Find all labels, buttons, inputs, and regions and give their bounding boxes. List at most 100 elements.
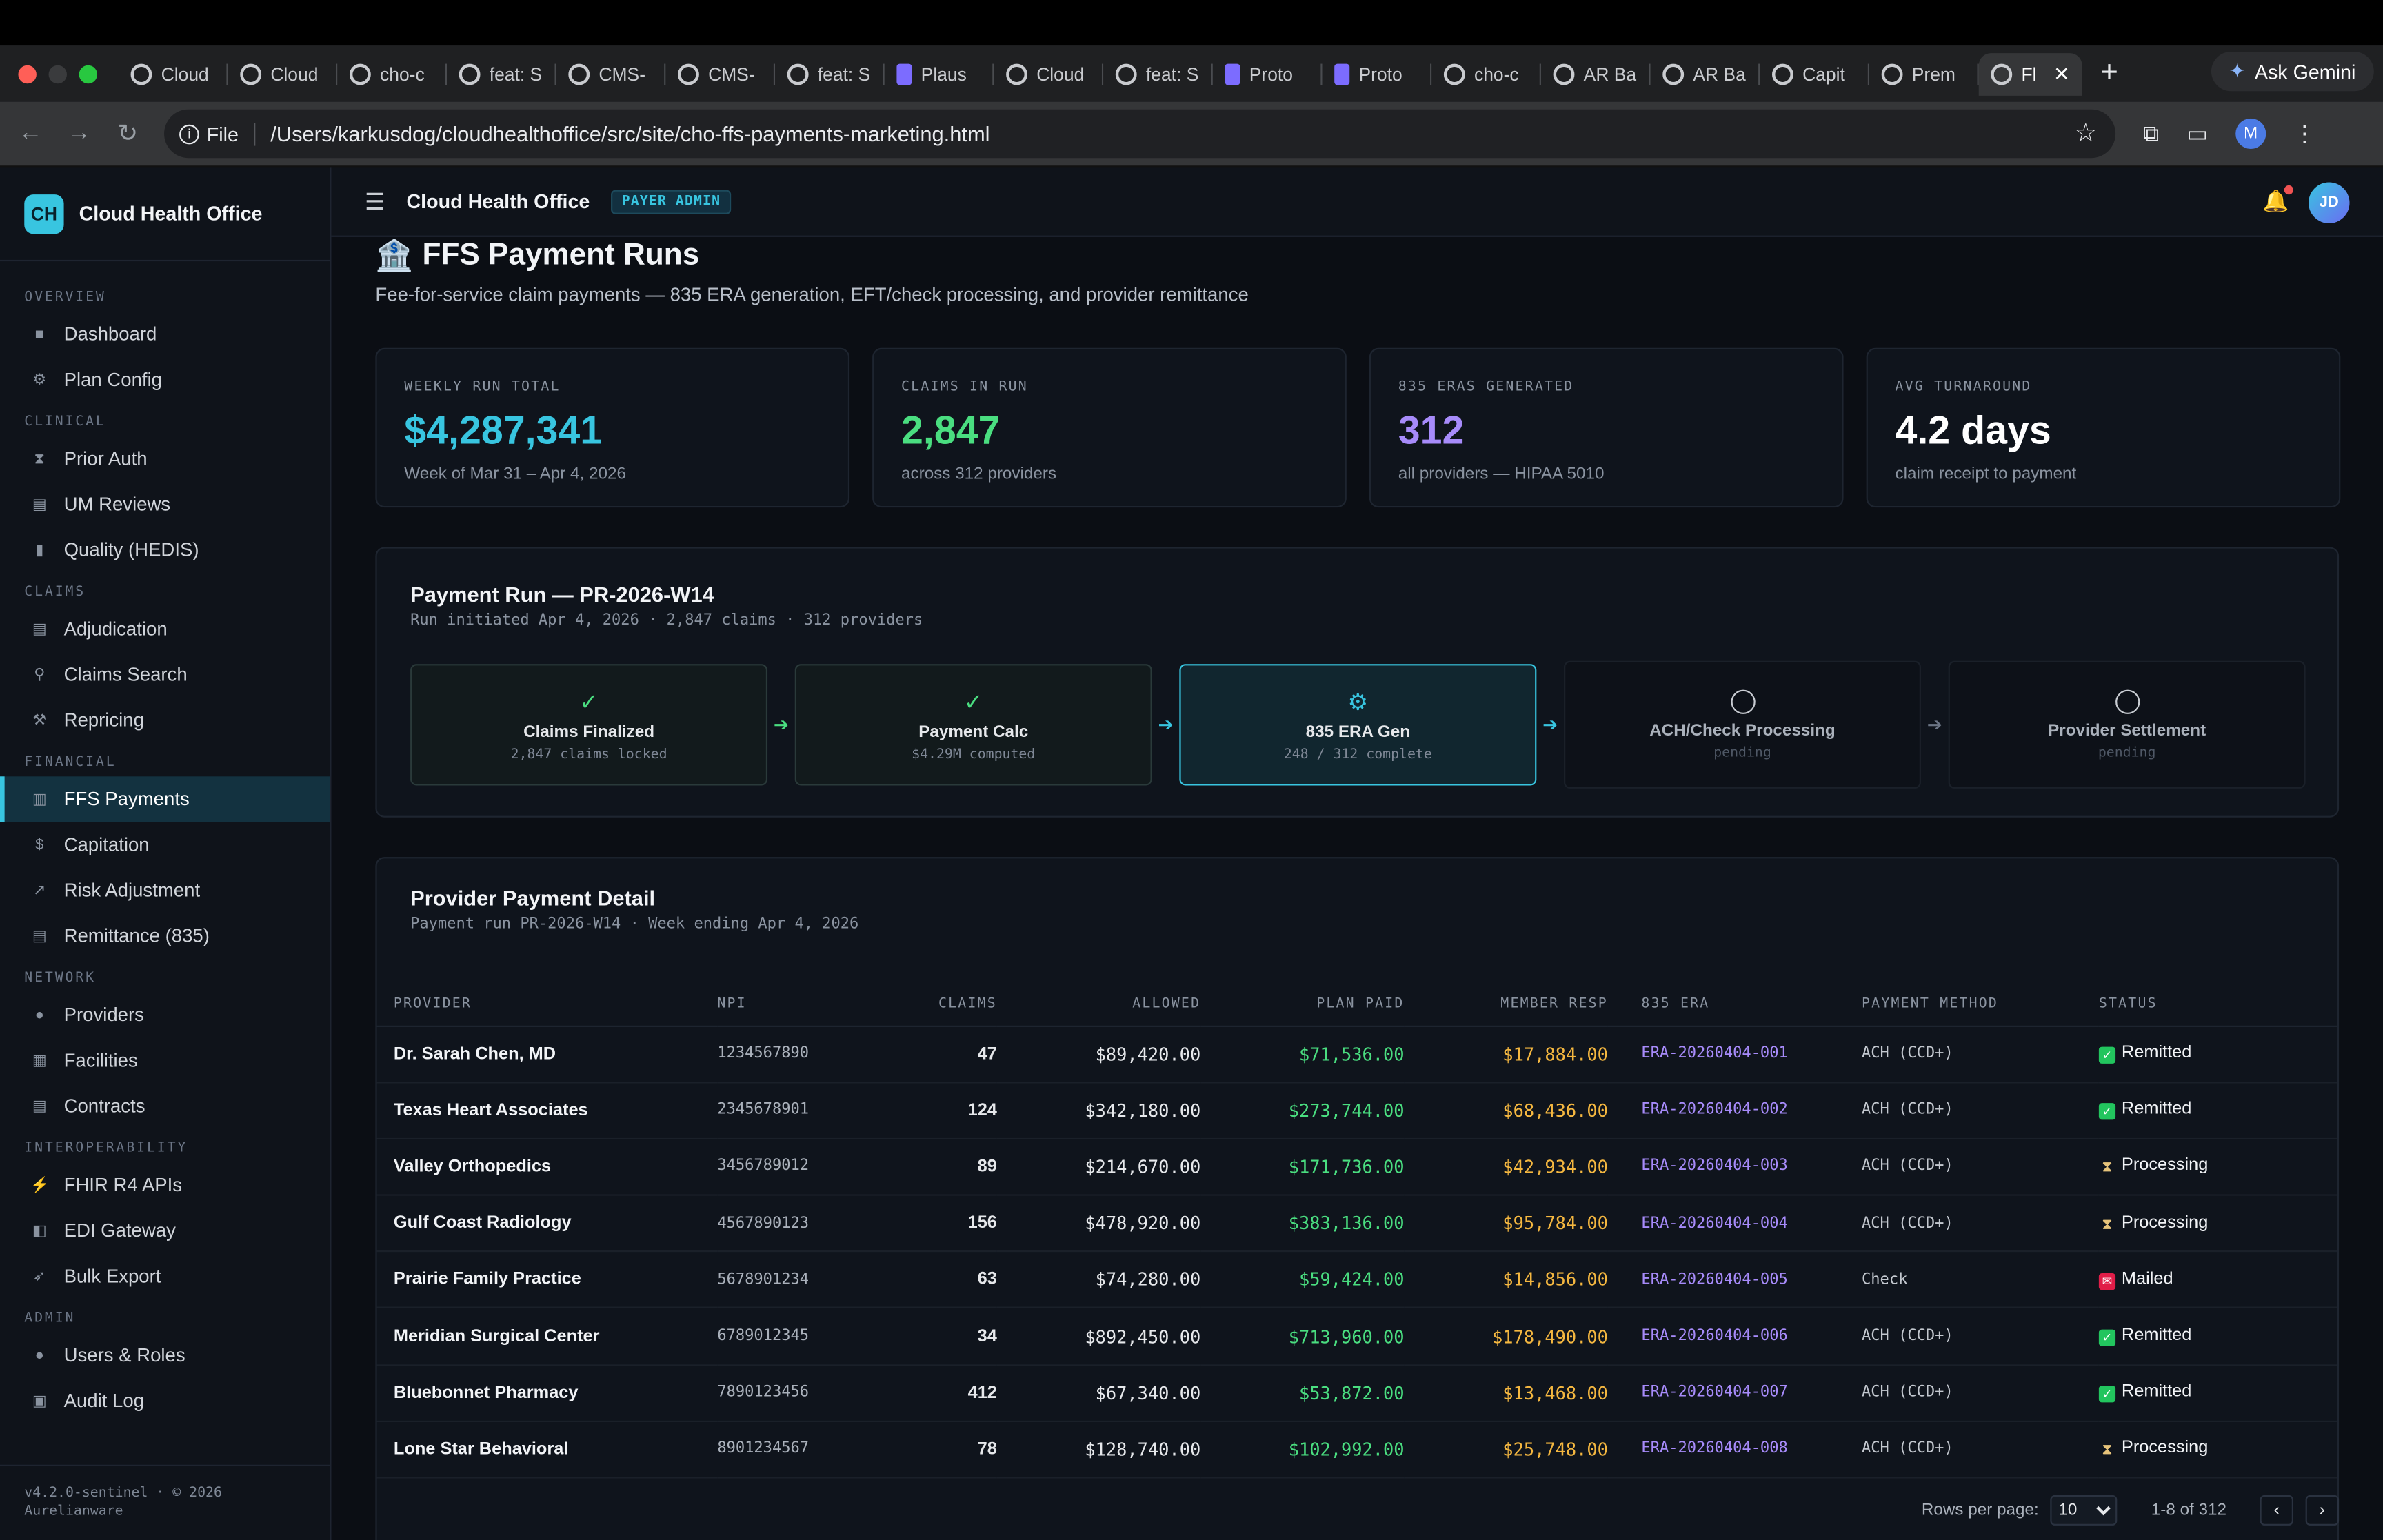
era-link[interactable]: ERA-20260404-002 — [1607, 1082, 1862, 1139]
column-header: PAYMENT METHOD — [1862, 983, 2099, 1026]
browser-tab[interactable]: cho-c — [1431, 52, 1541, 95]
table-row[interactable]: Meridian Surgical Center 6789012345 34 $892… — [376, 1308, 2337, 1366]
browser-tab[interactable]: CMS- — [665, 52, 776, 95]
sidebar-item-facilities[interactable]: ▦ Facilities — [0, 1037, 330, 1083]
ask-gemini-button[interactable]: ✦ Ask Gemini — [2211, 51, 2374, 92]
extensions-icon[interactable]: ⧉ — [2142, 121, 2160, 147]
prev-page-button[interactable]: ‹ — [2260, 1495, 2293, 1526]
url-text[interactable]: /Users/karkusdog/cloudhealthoffice/src/s… — [270, 121, 990, 146]
site-info-chip[interactable]: i File — [179, 122, 256, 145]
sidebar-item-users-roles[interactable]: ● Users & Roles — [0, 1333, 330, 1378]
zoom-window-button[interactable] — [79, 64, 98, 83]
browser-tab[interactable]: Proto — [1213, 52, 1323, 95]
payment-method-cell: ACH (CCD+) — [1862, 1308, 2099, 1366]
user-avatar[interactable]: JD — [2309, 182, 2350, 224]
sidebar-item-ffs-payments[interactable]: ▥ FFS Payments — [0, 776, 330, 822]
sidebar-item-prior-auth[interactable]: ⧗ Prior Auth — [0, 436, 330, 482]
arrow-right-icon: ➔ — [1158, 713, 1174, 736]
close-window-button[interactable] — [18, 64, 37, 83]
era-link[interactable]: ERA-20260404-004 — [1607, 1195, 1862, 1253]
browser-tab[interactable]: AR Ba — [1541, 52, 1651, 95]
table-row[interactable]: Lone Star Behavioral 8901234567 78 $128,740… — [376, 1421, 2337, 1479]
page-subtitle: Fee-for-service claim payments — 835 ERA… — [375, 284, 1249, 306]
allowed-cell: $214,670.00 — [996, 1138, 1201, 1196]
browser-tab[interactable]: Cloud — [119, 52, 228, 95]
provider-cell: Meridian Surgical Center — [376, 1308, 718, 1366]
forward-arrow-icon[interactable]: → — [66, 120, 92, 146]
next-page-button[interactable]: › — [2305, 1495, 2340, 1526]
stat-card: AVG TURNAROUND 4.2 days claim receipt to p… — [1866, 347, 2341, 508]
new-tab-button[interactable]: + — [2100, 56, 2118, 90]
browser-tab-active[interactable]: Fl ✕ — [1978, 52, 2082, 95]
main-content: 🏦 FFS Payment Runs Fee-for-service claim… — [331, 237, 2383, 1540]
browser-tab[interactable]: Plaus — [885, 52, 994, 95]
sidebar-item-plan-config[interactable]: ⚙ Plan Config — [0, 357, 330, 403]
table-row[interactable]: Prairie Family Practice 5678901234 63 $74,2… — [376, 1251, 2337, 1309]
sidebar-item-fhir-r4-apis[interactable]: ⚡ FHIR R4 APIs — [0, 1162, 330, 1208]
rows-per-page-select[interactable]: 10 — [2051, 1495, 2118, 1526]
era-link[interactable]: ERA-20260404-007 — [1607, 1364, 1862, 1422]
column-header: PLAN PAID — [1200, 983, 1405, 1026]
status-cell: ⧗ Processing — [2098, 1138, 2337, 1196]
browser-tab[interactable]: Prem — [1869, 52, 1979, 95]
browser-tab[interactable]: feat: S — [775, 52, 885, 95]
era-link[interactable]: ERA-20260404-006 — [1607, 1308, 1862, 1366]
browser-tab[interactable]: CMS- — [556, 52, 666, 95]
table-row[interactable]: Bluebonnet Pharmacy 7890123456 412 $67,340.… — [376, 1364, 2337, 1422]
era-link[interactable]: ERA-20260404-005 — [1607, 1251, 1862, 1309]
sidebar-item-claims-search[interactable]: ⚲ Claims Search — [0, 652, 330, 698]
browser-tab[interactable]: Cloud — [994, 52, 1104, 95]
menu-icon[interactable]: ☰ — [364, 189, 385, 215]
browser-tab[interactable]: Capit — [1760, 52, 1870, 95]
browser-tab[interactable]: Cloud — [228, 52, 338, 95]
sidebar-item-providers[interactable]: ● Providers — [0, 992, 330, 1037]
browser-tab[interactable]: feat: S — [1103, 52, 1213, 95]
npi-cell: 1234567890 — [717, 1025, 869, 1083]
sidebar-item-quality-hedis[interactable]: ▮ Quality (HEDIS) — [0, 527, 330, 573]
sidebar-item-audit-log[interactable]: ▣ Audit Log — [0, 1378, 330, 1424]
sidebar-item-repricing[interactable]: ⚒ Repricing — [0, 698, 330, 743]
bookmark-star-icon[interactable]: ☆ — [2074, 118, 2098, 148]
arrow-right-icon: ➔ — [773, 713, 789, 736]
notification-bell-icon[interactable]: 🔔 — [2262, 185, 2295, 214]
sidebar: CH Cloud Health Office OVERVIEW ■ Dashboar… — [0, 167, 332, 1540]
minimize-window-button[interactable] — [48, 64, 67, 83]
era-link[interactable]: ERA-20260404-008 — [1607, 1421, 1862, 1479]
clipboard-icon: ▤ — [32, 620, 47, 638]
browser-tab[interactable]: Proto — [1323, 52, 1432, 95]
sidebar-item-dashboard[interactable]: ■ Dashboard — [0, 312, 330, 357]
sidebar-item-bulk-export[interactable]: ➶ Bulk Export — [0, 1253, 330, 1299]
provider-cell: Valley Orthopedics — [376, 1138, 718, 1196]
status-label: Processing — [2121, 1213, 2209, 1232]
era-link[interactable]: ERA-20260404-001 — [1607, 1025, 1862, 1083]
table-row[interactable]: Texas Heart Associates 2345678901 124 $342,… — [376, 1082, 2337, 1139]
table-row[interactable]: Gulf Coast Radiology 4567890123 156 $478,92… — [376, 1195, 2337, 1253]
status-cell: ✓ Remitted — [2098, 1308, 2337, 1366]
sidebar-item-capitation[interactable]: $ Capitation — [0, 822, 330, 867]
address-bar[interactable]: i File /Users/karkusdog/cloudhealthoffic… — [164, 109, 2116, 159]
browser-tab[interactable]: AR Ba — [1651, 52, 1760, 95]
profile-avatar[interactable]: M — [2235, 118, 2266, 150]
sidebar-item-remittance-835[interactable]: ▤ Remittance (835) — [0, 913, 330, 959]
pipeline-step: Provider Settlement pending — [1948, 660, 2306, 789]
brand[interactable]: CH Cloud Health Office — [0, 167, 330, 262]
sidebar-section-title: OVERVIEW — [24, 290, 106, 306]
sidebar-item-label: Prior Auth — [63, 448, 148, 470]
era-link[interactable]: ERA-20260404-003 — [1607, 1138, 1862, 1196]
sidebar-item-contracts[interactable]: ▤ Contracts — [0, 1084, 330, 1129]
back-arrow-icon[interactable]: ← — [18, 120, 43, 146]
status-cell: ⧗ Processing — [2098, 1421, 2337, 1479]
more-menu-icon[interactable]: ⋮ — [2293, 121, 2316, 148]
table-row[interactable]: Dr. Sarah Chen, MD 1234567890 47 $89,420.00… — [376, 1025, 2337, 1083]
table-row[interactable]: Valley Orthopedics 3456789012 89 $214,670.0… — [376, 1138, 2337, 1196]
sidebar-item-adjudication[interactable]: ▤ Adjudication — [0, 606, 330, 651]
sidebar-item-um-reviews[interactable]: ▤ UM Reviews — [0, 482, 330, 527]
reload-icon[interactable]: ↻ — [117, 121, 138, 148]
browser-tab[interactable]: cho-c — [337, 52, 448, 95]
circle-icon — [2115, 689, 2140, 713]
tab-search-icon[interactable]: ▭ — [2186, 121, 2209, 148]
sidebar-item-edi-gateway[interactable]: ◧ EDI Gateway — [0, 1208, 330, 1253]
sidebar-item-risk-adjustment[interactable]: ↗ Risk Adjustment — [0, 868, 330, 913]
close-tab-icon[interactable]: ✕ — [2053, 61, 2070, 85]
browser-tab[interactable]: feat: S — [447, 52, 556, 95]
